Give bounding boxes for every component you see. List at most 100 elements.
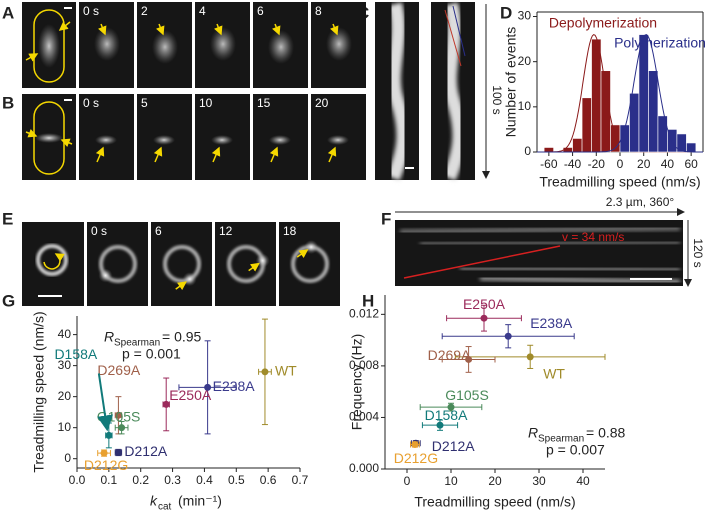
x-tick-label: -60 [540, 157, 558, 171]
annotation: Spearman [114, 338, 160, 349]
point-label: D212A [432, 438, 475, 454]
micrograph [87, 222, 148, 306]
signal [95, 135, 117, 145]
point [411, 441, 419, 449]
panel-label: B [2, 93, 14, 112]
micrograph [151, 222, 212, 306]
point-label: D212G [394, 450, 438, 466]
annotation: = 0.88 [586, 425, 626, 441]
arrow [330, 23, 339, 36]
fit-curve [537, 34, 703, 153]
point [447, 403, 455, 411]
y-tick-label: 10 [58, 420, 72, 434]
point [204, 383, 212, 391]
y-tick-label: 10 [518, 99, 532, 113]
legend-label: Depolymerization [549, 15, 657, 31]
arrow [98, 23, 107, 36]
time-label: 0 s [83, 96, 99, 110]
kymo-signal [399, 225, 681, 235]
x-tick-label: 20 [488, 474, 502, 488]
time-label: 100 s [490, 85, 504, 114]
x-tick-label: 0.6 [260, 473, 277, 487]
point [114, 411, 122, 419]
y-tick-label: 0 [64, 451, 71, 465]
time-label: 6 [257, 4, 264, 18]
point-label: WT [543, 366, 565, 382]
kymo-signal [386, 2, 411, 181]
arrow [269, 146, 279, 163]
y-tick-label: 30 [58, 358, 72, 372]
x-axis-label: (min⁻¹) [178, 493, 222, 509]
speed-fit [403, 245, 561, 279]
time-label: 2 [141, 4, 148, 18]
panel-label: H [362, 291, 374, 310]
bar [581, 97, 592, 153]
signal [269, 135, 291, 145]
signal [326, 27, 352, 61]
time-label: 6 [155, 224, 162, 238]
signal [153, 135, 175, 145]
time-label: 8 [315, 4, 322, 18]
signal [152, 30, 178, 64]
signal [98, 268, 113, 283]
point [480, 314, 488, 322]
y-tick-label: 20 [58, 389, 72, 403]
cell-outline [33, 101, 65, 175]
time-label: 12 [219, 224, 233, 238]
bar [686, 142, 697, 153]
point-label: WT [275, 363, 297, 379]
point-label: D269A [428, 347, 471, 363]
x-tick-label: 0.1 [101, 473, 118, 487]
bar [591, 38, 602, 153]
time-label: 20 [315, 96, 329, 110]
point [436, 421, 444, 429]
x-tick-label: 0.0 [69, 473, 86, 487]
x-tick-label: 10 [444, 474, 458, 488]
arrow [175, 281, 187, 291]
point-label: E250A [463, 296, 506, 312]
point-label: E238A [213, 378, 256, 394]
length-label: 2.3 µm, 360° [606, 195, 675, 209]
arrow [296, 249, 309, 259]
x-tick-label: 0.2 [132, 473, 149, 487]
time-label: 0 s [83, 4, 99, 18]
time-label: 15 [257, 96, 271, 110]
y-axis-label: Treadmilling speed (nm/s) [31, 311, 47, 472]
point-label: E250A [169, 387, 212, 403]
point [504, 332, 512, 340]
point-label: D269A [97, 362, 140, 378]
time-label: 4 [199, 4, 206, 18]
bar [543, 147, 554, 153]
signal [268, 30, 294, 64]
signal [210, 27, 236, 61]
annotation: Spearman [538, 434, 584, 445]
x-tick-label: -20 [588, 157, 606, 171]
x-tick-label: 60 [684, 157, 698, 171]
time-label: 0 s [91, 224, 107, 238]
x-tick-label: 0.3 [164, 473, 181, 487]
kymo-signal [419, 239, 681, 247]
point [526, 353, 534, 361]
label-arrow [97, 373, 114, 432]
fit-line [452, 5, 466, 57]
panel-label: A [2, 3, 14, 22]
panel-label: E [2, 209, 13, 228]
signal [255, 253, 270, 268]
point-label: E238A [530, 315, 573, 331]
bar [657, 115, 668, 153]
ring [36, 244, 68, 276]
panel-label: D [500, 3, 512, 22]
point [118, 424, 126, 432]
time-label: 120 s [691, 238, 705, 267]
kymo-signal [479, 275, 681, 285]
arrow [272, 23, 281, 36]
micrograph [22, 222, 84, 306]
point-label: D158A [425, 407, 468, 423]
x-tick-label: 0.7 [292, 473, 309, 487]
x-tick-label: 40 [576, 474, 590, 488]
point [114, 448, 122, 456]
arrow [248, 262, 260, 272]
point [261, 368, 269, 376]
ring [163, 245, 201, 283]
